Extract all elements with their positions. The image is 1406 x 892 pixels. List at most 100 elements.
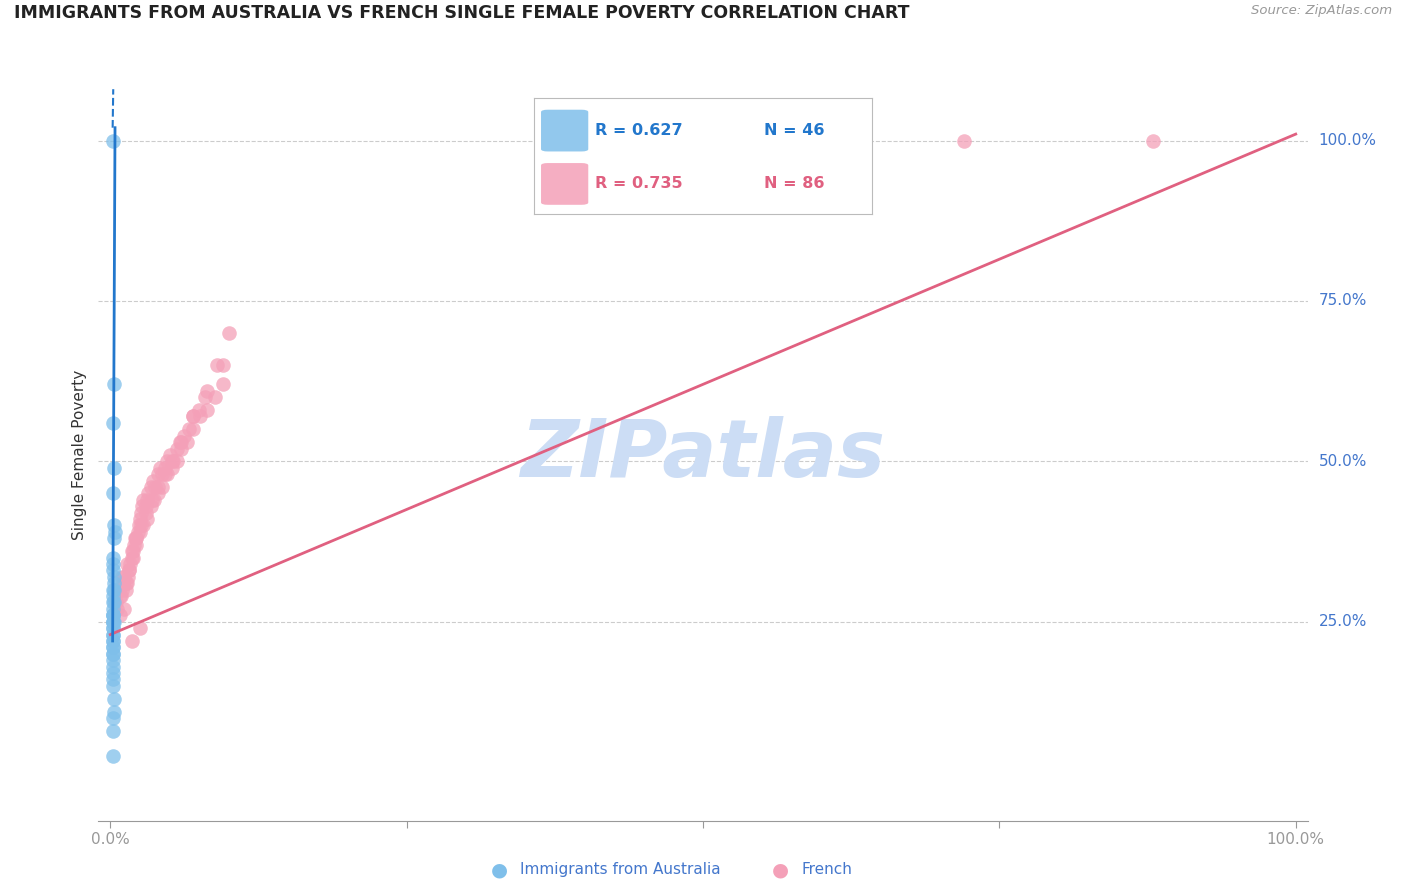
- Point: [101, 615, 124, 629]
- Text: French: French: [801, 863, 852, 877]
- Text: 50.0%: 50.0%: [1319, 454, 1367, 469]
- Point: [152, 467, 174, 482]
- Point: [135, 506, 157, 520]
- Point: [173, 428, 195, 442]
- Text: R = 0.735: R = 0.735: [595, 177, 683, 192]
- Point: [124, 532, 146, 546]
- Point: [103, 691, 125, 706]
- Point: [101, 640, 124, 655]
- Point: [112, 576, 135, 591]
- Point: [156, 454, 179, 468]
- Point: [131, 500, 153, 514]
- Point: [122, 538, 145, 552]
- Point: [136, 492, 159, 507]
- Point: [125, 532, 148, 546]
- Point: [136, 486, 159, 500]
- Point: [101, 653, 124, 667]
- Point: [118, 563, 141, 577]
- Point: [177, 422, 200, 436]
- Point: [129, 621, 152, 635]
- Point: [197, 403, 219, 417]
- Point: [212, 377, 235, 392]
- Point: [103, 615, 125, 629]
- FancyBboxPatch shape: [541, 163, 588, 205]
- Text: R = 0.627: R = 0.627: [595, 123, 683, 138]
- Point: [101, 557, 124, 571]
- Point: [152, 480, 174, 494]
- Point: [101, 615, 124, 629]
- Point: [101, 634, 124, 648]
- Point: [111, 582, 134, 597]
- Point: [115, 557, 138, 571]
- Point: [188, 403, 211, 417]
- Point: [115, 576, 138, 591]
- Point: [101, 582, 124, 597]
- Point: [132, 492, 155, 507]
- Text: ●: ●: [772, 860, 789, 880]
- Point: [153, 467, 176, 482]
- Y-axis label: Single Female Poverty: Single Female Poverty: [72, 370, 87, 540]
- Point: [212, 358, 235, 372]
- Point: [101, 627, 124, 641]
- Text: 25.0%: 25.0%: [1319, 615, 1367, 629]
- Text: 75.0%: 75.0%: [1319, 293, 1367, 309]
- Point: [194, 390, 217, 404]
- Point: [101, 486, 124, 500]
- Point: [108, 589, 131, 603]
- Point: [101, 647, 124, 661]
- Point: [218, 326, 240, 340]
- Point: [101, 679, 124, 693]
- Point: [129, 512, 152, 526]
- Point: [110, 589, 132, 603]
- Point: [101, 634, 124, 648]
- Point: [142, 474, 165, 488]
- Point: [101, 608, 124, 623]
- Point: [107, 582, 129, 597]
- Point: [101, 711, 124, 725]
- Point: [103, 595, 125, 609]
- Point: [101, 416, 124, 430]
- Point: [121, 550, 143, 565]
- Point: [146, 467, 169, 482]
- Point: [101, 659, 124, 673]
- Point: [197, 384, 219, 398]
- Point: [141, 492, 163, 507]
- Point: [132, 518, 155, 533]
- Point: [114, 602, 136, 616]
- Point: [101, 621, 124, 635]
- Point: [129, 524, 152, 539]
- Point: [101, 134, 124, 148]
- Point: [101, 640, 124, 655]
- Point: [153, 460, 176, 475]
- Point: [1142, 134, 1164, 148]
- Point: [107, 582, 129, 597]
- Point: [114, 582, 136, 597]
- FancyBboxPatch shape: [541, 110, 588, 152]
- Point: [101, 589, 124, 603]
- Text: N = 46: N = 46: [763, 123, 824, 138]
- Point: [101, 608, 124, 623]
- Point: [166, 454, 188, 468]
- Point: [149, 460, 172, 475]
- Point: [146, 480, 169, 494]
- Point: [129, 506, 152, 520]
- Text: ZIPatlas: ZIPatlas: [520, 416, 886, 494]
- Point: [139, 480, 162, 494]
- Point: [105, 602, 128, 616]
- Point: [105, 595, 128, 609]
- Point: [121, 544, 143, 558]
- Point: [170, 435, 193, 450]
- Point: [125, 538, 148, 552]
- Point: [121, 550, 143, 565]
- Point: [103, 377, 125, 392]
- Point: [103, 705, 125, 719]
- Point: [160, 454, 183, 468]
- Point: [101, 749, 124, 764]
- Point: [170, 442, 193, 456]
- Point: [129, 518, 152, 533]
- Point: [101, 608, 124, 623]
- Text: Source: ZipAtlas.com: Source: ZipAtlas.com: [1251, 4, 1392, 18]
- Point: [181, 422, 204, 436]
- Point: [166, 442, 188, 456]
- Point: [103, 570, 125, 584]
